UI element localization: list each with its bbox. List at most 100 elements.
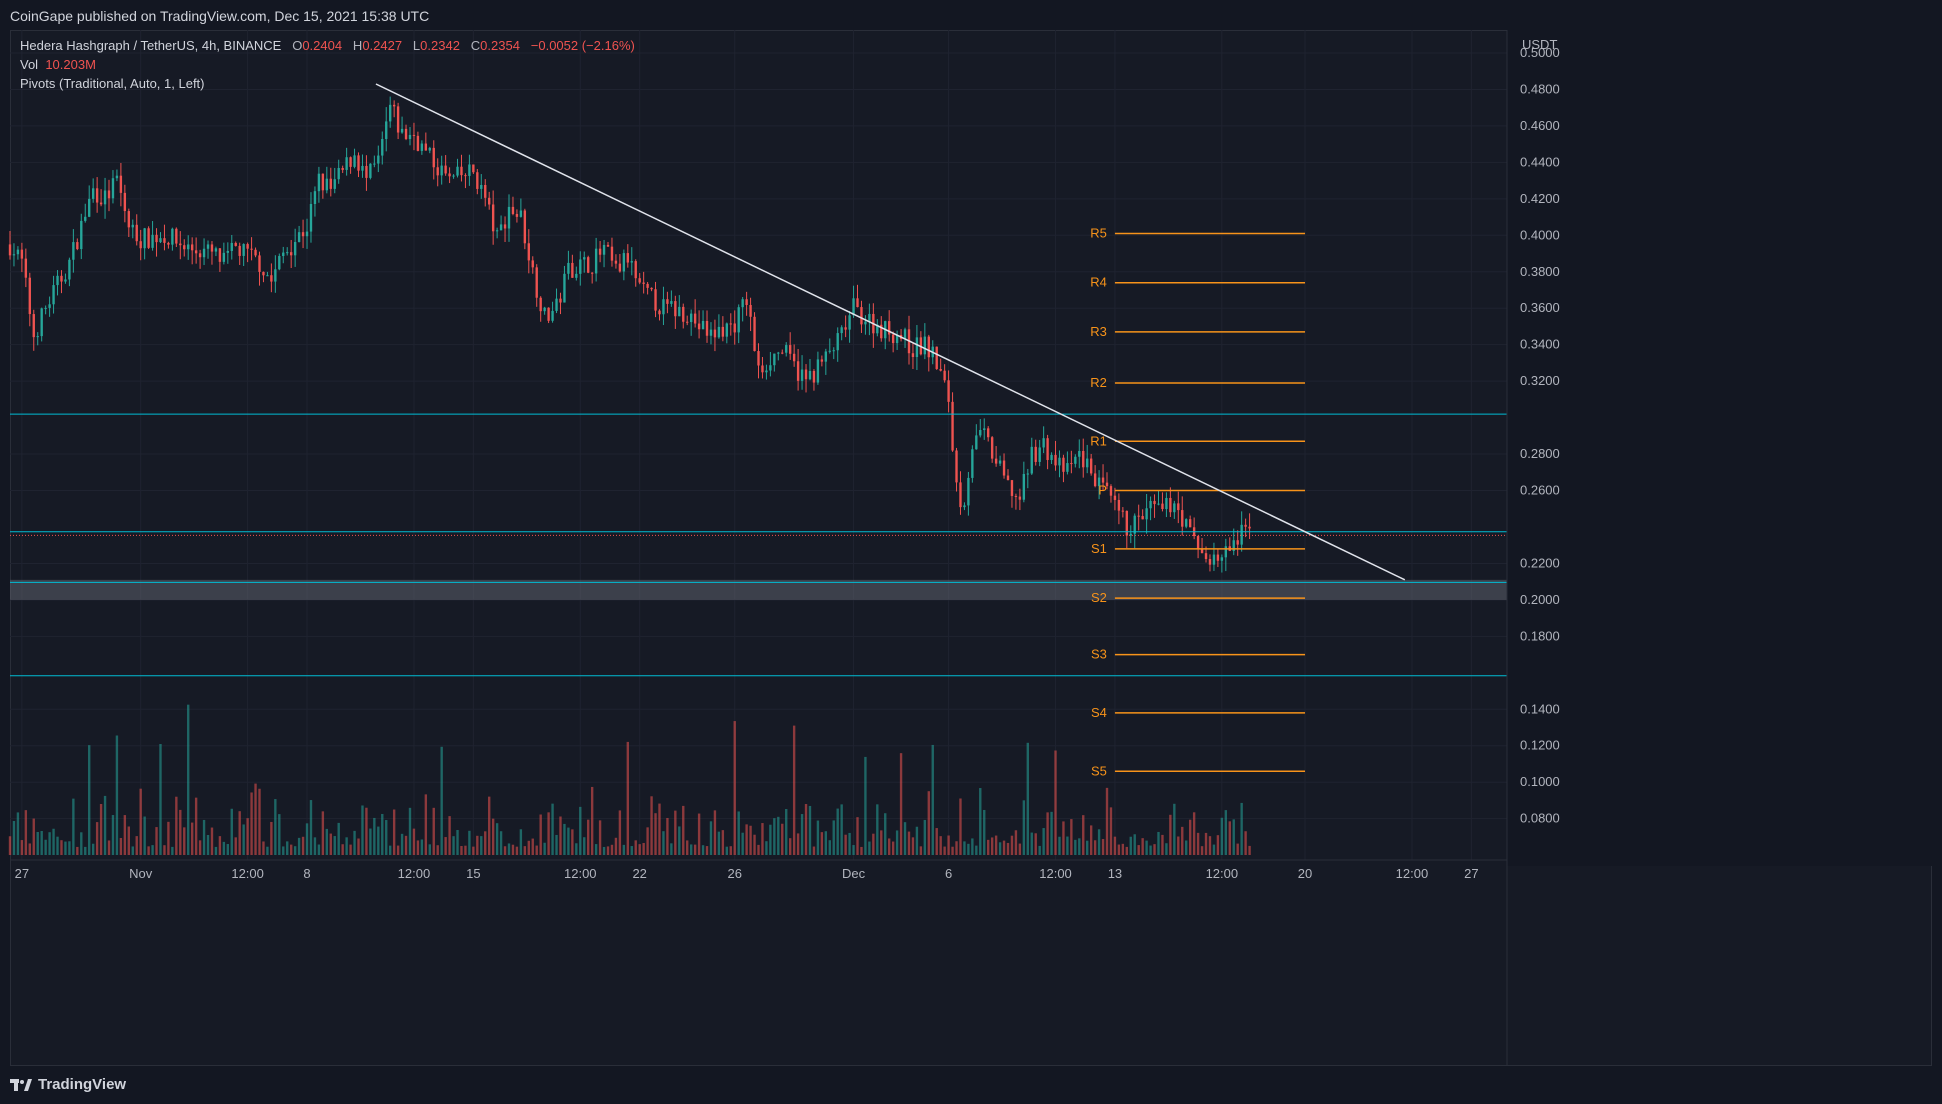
support-zone-rect [10, 579, 1507, 600]
volume-bar [1185, 840, 1188, 855]
volume-bar [88, 745, 91, 855]
candle-body [555, 298, 558, 311]
candle-body [701, 320, 705, 330]
volume-bar [8, 836, 12, 855]
volume-bar [1105, 787, 1109, 855]
candle-body [321, 173, 325, 191]
volume-bar [234, 837, 237, 855]
volume-bar [594, 844, 598, 855]
x-tick-label: 15 [466, 866, 480, 881]
candle-body [32, 314, 35, 338]
volume-bar [626, 741, 629, 855]
volume-bar [1034, 833, 1037, 855]
volume-bar [1161, 834, 1164, 855]
volume-bar [1137, 845, 1140, 855]
volume-bar [377, 826, 380, 855]
trendline[interactable] [375, 83, 1406, 581]
axes: 0.5000 0.4800 0.4600 0.4400 0.4200 0.4000 0.38… [10, 30, 1932, 1066]
candle-body [412, 134, 416, 136]
candle-body [1157, 503, 1160, 505]
volume-bar [230, 808, 233, 855]
candle-body [1022, 473, 1026, 500]
tradingview-logo[interactable]: TradingView [10, 1076, 126, 1093]
candle-body [515, 213, 519, 217]
volume-bar [226, 844, 230, 855]
candle-body [464, 175, 467, 177]
volume-bar [301, 836, 305, 855]
volume-bar [1070, 819, 1073, 855]
volume-bar [64, 841, 67, 855]
candle-body [1224, 546, 1228, 558]
volume-bar [1093, 840, 1097, 855]
volume-bar [357, 838, 360, 855]
volume-bar [812, 846, 816, 855]
pivot-label: P [1098, 483, 1107, 498]
candle-body [697, 323, 701, 330]
candle-body [8, 244, 12, 256]
volume-bar [1133, 834, 1136, 855]
candle-body [353, 155, 356, 167]
volume-bar [888, 838, 891, 855]
candle-body [654, 289, 657, 311]
candle-body [1026, 473, 1029, 475]
y-tick-label: 0.0800 [1520, 811, 1560, 826]
candle-body [1240, 524, 1243, 545]
candle-body [618, 263, 622, 272]
candle-body [951, 401, 954, 451]
candle-body [111, 178, 115, 199]
candle-body [297, 232, 301, 242]
candle-body [246, 244, 249, 249]
volume-bar [725, 846, 729, 855]
candle-body [757, 351, 760, 366]
y-tick-label: 0.2000 [1520, 592, 1560, 607]
pivot-label: R5 [1090, 225, 1107, 240]
candle-body [389, 104, 392, 122]
volume-bar [860, 846, 863, 855]
volume-bar [729, 846, 732, 855]
candle-body [852, 298, 855, 316]
candle-body [808, 370, 812, 380]
volume-bar [876, 804, 879, 855]
volume-bar [1042, 828, 1045, 855]
volume-bar [531, 838, 534, 855]
volume-bar [349, 844, 352, 855]
volume-bar [638, 844, 641, 855]
legend-symbol[interactable]: Hedera Hashgraph / TetherUS, 4h, BINANCE [20, 38, 282, 53]
legend-vol-label[interactable]: Vol [20, 57, 39, 72]
candle-body [91, 188, 95, 199]
x-tick-label: 12:00 [398, 866, 431, 881]
candle-body [606, 244, 610, 247]
candle-body [1054, 454, 1057, 466]
volume-bar [824, 831, 828, 855]
candle-body [171, 228, 174, 245]
volume-bar [994, 835, 998, 855]
candle-body [266, 275, 269, 277]
volume-bar [167, 821, 170, 855]
candle-body [226, 250, 230, 253]
candle-body [234, 242, 237, 246]
volume-bar [741, 832, 744, 855]
volume-bar [990, 837, 994, 855]
volume-bar [765, 841, 768, 855]
volume-bar [903, 822, 907, 855]
volume-bar [650, 796, 653, 855]
candle-body [737, 307, 740, 333]
volume-bar [975, 845, 978, 855]
candle-body [666, 299, 669, 304]
candle-body [1058, 457, 1061, 466]
volume-bar [392, 809, 396, 855]
volume-bar [222, 841, 226, 855]
volume-bar [1006, 842, 1010, 855]
volume-bar [293, 846, 297, 855]
candle-body [765, 370, 768, 373]
candle-body [939, 368, 942, 371]
volume-bar [781, 823, 784, 855]
candle-body [523, 210, 527, 244]
legend-pivots[interactable]: Pivots (Traditional, Auto, 1, Left) [20, 76, 205, 91]
candle-body [123, 192, 127, 212]
volume-bar [571, 829, 574, 855]
volume-bar [163, 845, 166, 855]
pivot-label: S2 [1091, 590, 1107, 605]
legend-l-label: L [412, 38, 421, 53]
